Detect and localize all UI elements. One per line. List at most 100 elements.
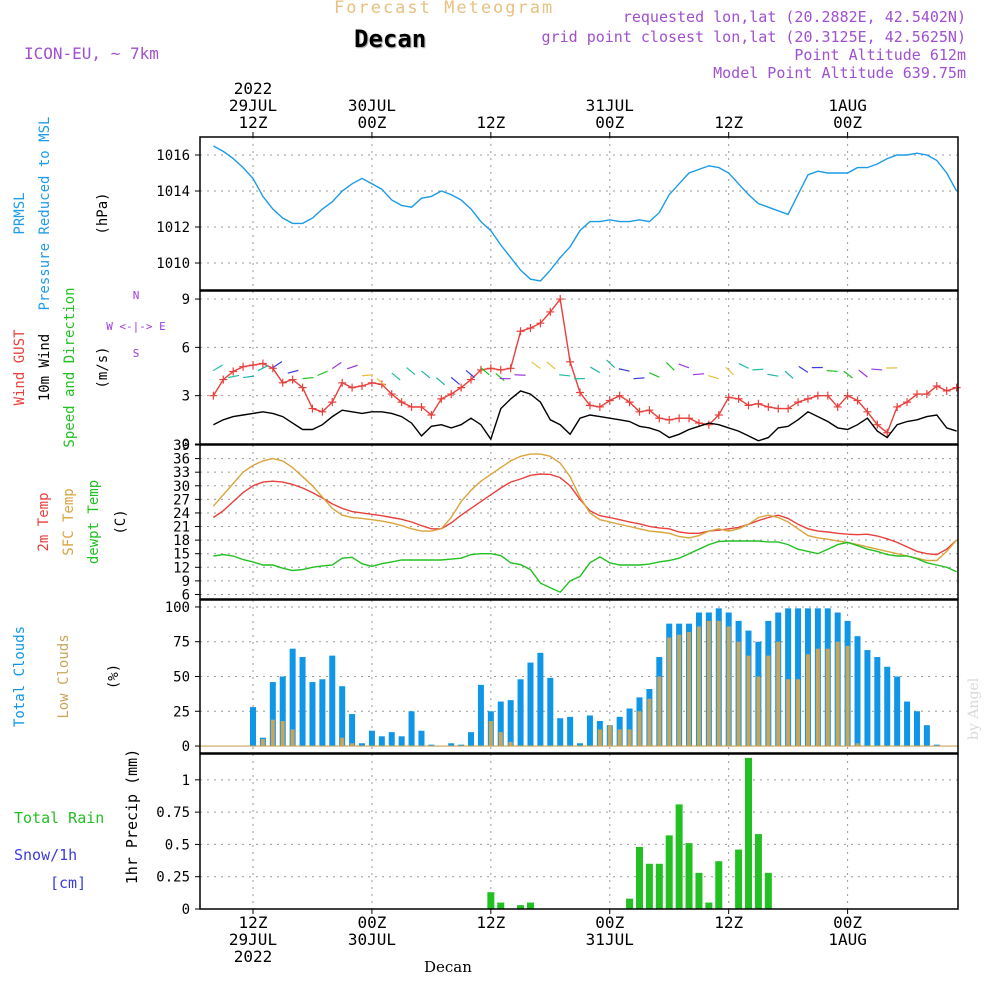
y-tick-label: 1016	[156, 148, 190, 164]
total-cloud-bar	[448, 743, 455, 747]
gust-point	[298, 383, 307, 392]
wind-arrow	[784, 370, 794, 379]
rain-bar	[715, 861, 723, 909]
gust-point	[605, 396, 614, 405]
wind-arrow	[361, 374, 374, 377]
gust-point	[585, 401, 594, 410]
top-axis-label: 00Z	[357, 113, 386, 132]
precip-ylabel: 1hr Precip (mm)	[123, 749, 141, 884]
gust-point	[774, 404, 783, 413]
top-axis-label: 29JUL	[229, 96, 277, 115]
gust-point	[833, 402, 842, 411]
total-cloud-bar	[567, 716, 574, 747]
total-cloud-bar	[428, 744, 435, 747]
banner-title: Forecast Meteogram	[334, 0, 555, 18]
top-axis-label: 00Z	[595, 113, 624, 132]
total-cloud-bar	[557, 718, 564, 747]
wind-arrow	[228, 374, 240, 379]
wind-arrow	[871, 368, 883, 371]
y-tick-label: 1012	[156, 220, 190, 236]
gust-point	[387, 390, 396, 399]
total-cloud-bar	[874, 657, 881, 747]
total-cloud-bar	[309, 682, 316, 747]
total-cloud-bar	[626, 708, 633, 747]
series-line	[212, 297, 957, 434]
wind-arrow	[480, 367, 490, 376]
total-cloud-bar	[547, 677, 554, 747]
ylabel-line: (hPa)	[95, 192, 111, 234]
bottom-axis-label: 2022	[234, 947, 273, 966]
wind-arrow	[633, 377, 645, 380]
panel-frames	[195, 132, 959, 914]
gust-point	[486, 364, 495, 373]
gust-point	[338, 378, 347, 387]
legend-total-rain: Total Rain	[14, 809, 104, 827]
top-axis-label: 12Z	[714, 113, 743, 132]
gust-point	[308, 404, 317, 413]
gust-point	[635, 407, 644, 416]
wind-arrow	[738, 362, 749, 369]
y-tick-label: 6	[182, 587, 190, 603]
y-tick-label: 100	[165, 600, 190, 616]
bottom-axis-label: 00Z	[833, 913, 862, 932]
wind-arrow	[546, 361, 556, 370]
wind-arrow	[302, 376, 314, 380]
total-cloud-bar	[329, 655, 336, 747]
low-cloud-bar	[805, 654, 810, 747]
y-tick-label: 18	[173, 533, 190, 549]
gust-point	[744, 401, 753, 410]
gust-point	[922, 390, 931, 399]
wind-arrow	[590, 366, 601, 374]
total-cloud-bar	[319, 679, 326, 747]
gust-point	[447, 390, 456, 399]
top-axis-label: 30JUL	[348, 96, 396, 115]
top-axis-label: 2022	[234, 79, 273, 98]
y-tick-label: 0	[182, 902, 190, 918]
rain-bar	[487, 892, 495, 909]
y-tick-label: 25	[173, 704, 190, 720]
wind-arrow	[346, 364, 358, 370]
low-cloud-bar	[488, 721, 493, 747]
location-title: Decan	[354, 25, 427, 53]
wind-arrow	[435, 377, 446, 386]
gust-point	[437, 394, 446, 403]
gust-point	[903, 398, 912, 407]
model-altitude: Model Point Altitude 639.75m	[713, 64, 966, 82]
series-line	[213, 145, 958, 282]
gust-point	[348, 383, 357, 392]
y-tick-label: 15	[173, 547, 190, 563]
low-cloud-bar	[627, 729, 632, 747]
wind-arrow	[406, 367, 416, 376]
bottom-axis-label: 00Z	[595, 913, 624, 932]
wind-arrow	[618, 368, 630, 372]
rain-bar	[675, 804, 683, 909]
top-axis-label: 00Z	[833, 113, 862, 132]
y-tick-label: 9	[182, 292, 190, 308]
gust-point	[754, 399, 763, 408]
gust-point	[883, 428, 892, 437]
total-cloud-bar	[269, 682, 276, 747]
legend-snow: Snow/1h	[14, 846, 77, 864]
total-cloud-bar	[408, 711, 415, 747]
y-tick-label: 3	[182, 389, 190, 405]
gust-point	[724, 393, 733, 402]
panel-frame	[199, 136, 959, 291]
ylabel-line: 2m Temp	[36, 492, 52, 551]
gust-point	[615, 391, 624, 400]
y-tick-label: 33	[173, 465, 190, 481]
gust-point	[655, 414, 664, 423]
gust-point	[536, 319, 545, 328]
wind-arrow	[331, 361, 342, 370]
gust-point	[784, 404, 793, 413]
total-cloud-bar	[388, 732, 395, 747]
total-cloud-bar	[339, 686, 346, 747]
top-axis-label: 31JUL	[586, 96, 634, 115]
low-cloud-bar	[726, 626, 731, 747]
gust-point	[794, 398, 803, 407]
total-cloud-bar	[468, 732, 475, 747]
bottom-axis-label: 31JUL	[586, 930, 634, 949]
gust-point	[625, 398, 634, 407]
wind-arrow	[858, 369, 868, 378]
gust-point	[556, 295, 565, 304]
